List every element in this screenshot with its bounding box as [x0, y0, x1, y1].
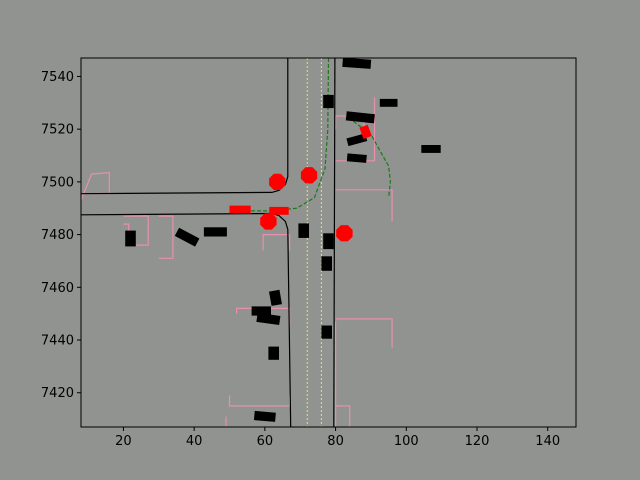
vehicle-12: [321, 256, 332, 271]
highlighted-vehicle-1: [269, 206, 289, 215]
vehicle-10: [298, 223, 309, 238]
y-tick-label-2: 7460: [41, 281, 74, 296]
vehicle-8: [174, 227, 200, 247]
y-tick-label-5: 7520: [41, 123, 74, 138]
x-tick-label-2: 60: [257, 434, 274, 449]
y-tick-label-1: 7440: [41, 334, 74, 349]
y-axis: 7420 7440 7460 7480 7500 7520 7540: [41, 70, 81, 401]
x-tick-label-6: 140: [535, 434, 560, 449]
pedestrian-3: [336, 225, 353, 242]
vehicle-18: [253, 410, 276, 422]
y-tick-label-3: 7480: [41, 228, 74, 243]
vehicle-0: [342, 58, 372, 69]
x-axis: 20 40 60 80 100 120 140: [115, 427, 560, 449]
highlighted-vehicle-2: [359, 124, 372, 139]
x-tick-label-3: 80: [327, 434, 344, 449]
crosswalk-1: [123, 215, 149, 246]
crosswalk-2: [158, 215, 174, 259]
vehicle-5: [346, 153, 367, 163]
y-tick-label-0: 7420: [41, 386, 74, 401]
x-tick-label-0: 20: [115, 434, 132, 449]
pedestrian-0: [269, 173, 286, 190]
crosswalk-10: [335, 405, 351, 427]
crosswalk-6: [335, 189, 393, 222]
vehicle-17: [268, 346, 279, 360]
x-tick-label-1: 40: [186, 434, 203, 449]
road-edge-2: [333, 58, 336, 427]
highlighted-vehicle-0: [229, 205, 251, 214]
pedestrian-1: [300, 167, 318, 184]
vehicle-9: [125, 230, 136, 247]
crosswalk-0: [81, 172, 110, 201]
x-tick-label-4: 100: [394, 434, 419, 449]
vehicle-14: [251, 306, 271, 316]
vehicle-3: [345, 111, 375, 124]
vehicle-1: [323, 94, 334, 109]
crosswalk-9: [228, 395, 291, 407]
vehicle-6: [421, 145, 441, 153]
vehicle-2: [379, 98, 398, 107]
y-tick-label-4: 7500: [41, 175, 74, 190]
crosswalk-3: [262, 234, 291, 251]
pedestrian-2: [260, 213, 277, 230]
vehicle-4: [346, 133, 368, 147]
vehicle-16: [321, 325, 332, 339]
vehicle-11: [323, 233, 334, 250]
vehicle-13: [269, 289, 282, 306]
vehicle-15: [256, 312, 281, 326]
scene: [81, 58, 441, 427]
x-tick-label-5: 120: [465, 434, 490, 449]
road-edge-1: [81, 212, 292, 427]
y-tick-label-6: 7540: [41, 70, 74, 85]
plot-frame: [80, 57, 577, 428]
road-edge-0: [81, 58, 289, 195]
crosswalk-8: [335, 318, 393, 348]
vehicle-7: [203, 227, 227, 237]
